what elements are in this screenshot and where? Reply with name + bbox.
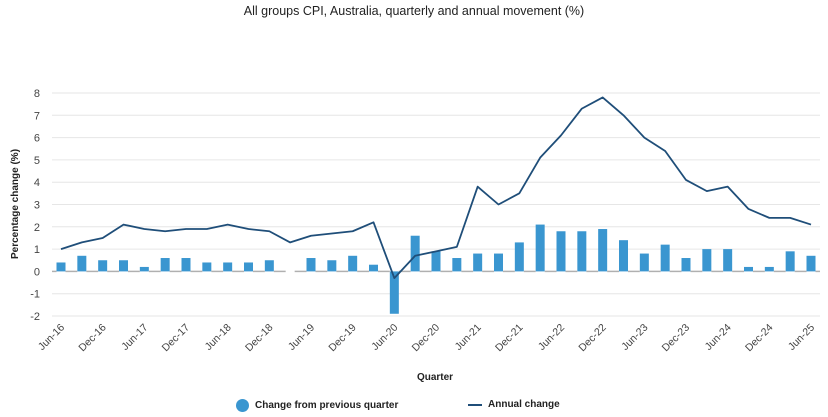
y-tick-label: 0 xyxy=(34,266,40,278)
bar xyxy=(389,271,399,314)
y-tick-label: 8 xyxy=(34,88,40,100)
x-tick-label: Jun-25 xyxy=(786,322,817,353)
x-tick-label: Dec-23 xyxy=(660,322,693,355)
bar xyxy=(77,255,87,272)
y-tick-label: -2 xyxy=(30,311,40,323)
bar xyxy=(410,235,420,272)
x-tick-label: Dec-19 xyxy=(326,322,359,355)
bar xyxy=(223,262,233,272)
legend-item-annual[interactable]: Annual change xyxy=(468,399,560,410)
y-tick-label: 3 xyxy=(34,200,40,212)
y-tick-labels: -2 -1 0 1 2 3 4 5 6 7 8 xyxy=(30,88,40,323)
bar xyxy=(452,258,462,272)
y-tick-label: 7 xyxy=(34,110,40,122)
y-tick-label: 6 xyxy=(34,133,40,145)
annual-change-line xyxy=(60,96,812,279)
x-tick-label: Jun-24 xyxy=(703,322,734,353)
bar xyxy=(702,249,712,272)
x-tick-label: Jun-21 xyxy=(453,322,484,353)
bar xyxy=(556,231,566,272)
bar xyxy=(264,260,274,272)
legend-label-quarterly: Change from previous quarter xyxy=(255,400,399,411)
bar xyxy=(306,258,316,272)
x-tick-label: Dec-18 xyxy=(243,322,276,355)
x-tick-label: Jun-17 xyxy=(119,322,150,353)
x-tick-label: Jun-19 xyxy=(286,322,317,353)
bar xyxy=(244,262,253,272)
bar xyxy=(806,255,816,272)
y-tick-label: -1 xyxy=(30,289,40,301)
bar xyxy=(744,266,753,272)
y-axis-title: Percentage change (%) xyxy=(10,149,21,259)
legend-line-marker-icon xyxy=(468,403,482,406)
bar xyxy=(119,260,128,272)
bar-series xyxy=(56,224,816,314)
x-tick-labels: Jun-16 Dec-16 Jun-17 Dec-17 Jun-18 Dec-18 Jun-… xyxy=(36,322,817,355)
x-tick-label: Jun-18 xyxy=(203,322,234,353)
y-tick-label: 2 xyxy=(34,222,40,234)
legend-bar-marker-icon xyxy=(236,399,249,412)
legend: Change from previous quarter Annual chan… xyxy=(0,399,828,417)
bar xyxy=(619,240,628,272)
bar xyxy=(639,253,649,272)
x-tick-label: Jun-20 xyxy=(369,322,400,353)
x-tick-label: Dec-21 xyxy=(493,322,526,355)
bar xyxy=(431,251,441,272)
bar xyxy=(494,253,503,272)
bar xyxy=(348,255,358,272)
x-tick-label: Dec-17 xyxy=(160,322,193,355)
bar xyxy=(577,231,587,272)
bar xyxy=(139,266,149,272)
bar xyxy=(56,262,66,272)
bar xyxy=(598,229,608,272)
bar xyxy=(660,244,670,272)
gridlines xyxy=(52,92,820,317)
bar xyxy=(514,242,524,272)
x-tick-label: Dec-22 xyxy=(576,322,609,355)
bar xyxy=(160,258,170,272)
bar xyxy=(181,258,191,272)
bar xyxy=(202,262,212,272)
bar xyxy=(98,260,108,272)
x-tick-label: Jun-23 xyxy=(619,322,650,353)
bar xyxy=(723,249,733,272)
x-tick-label: Dec-20 xyxy=(410,322,443,355)
bar xyxy=(681,258,691,272)
y-tick-label: 1 xyxy=(34,244,40,256)
x-tick-label: Dec-24 xyxy=(743,322,776,355)
bar xyxy=(535,224,545,272)
bar xyxy=(369,264,378,272)
y-tick-label: 4 xyxy=(34,177,40,189)
legend-item-quarterly[interactable]: Change from previous quarter xyxy=(236,399,398,412)
x-tick-label: Jun-16 xyxy=(36,322,67,353)
bar xyxy=(473,253,483,272)
legend-label-annual: Annual change xyxy=(488,399,560,410)
bar xyxy=(327,260,337,272)
y-tick-label: 5 xyxy=(34,155,40,167)
x-tick-label: Dec-16 xyxy=(76,322,109,355)
x-tick-label: Jun-22 xyxy=(536,322,567,353)
bar xyxy=(764,266,774,272)
x-axis-title: Quarter xyxy=(417,372,453,383)
bar xyxy=(785,251,795,272)
line-series xyxy=(60,96,812,279)
chart-title: All groups CPI, Australia, quarterly and… xyxy=(243,4,585,18)
